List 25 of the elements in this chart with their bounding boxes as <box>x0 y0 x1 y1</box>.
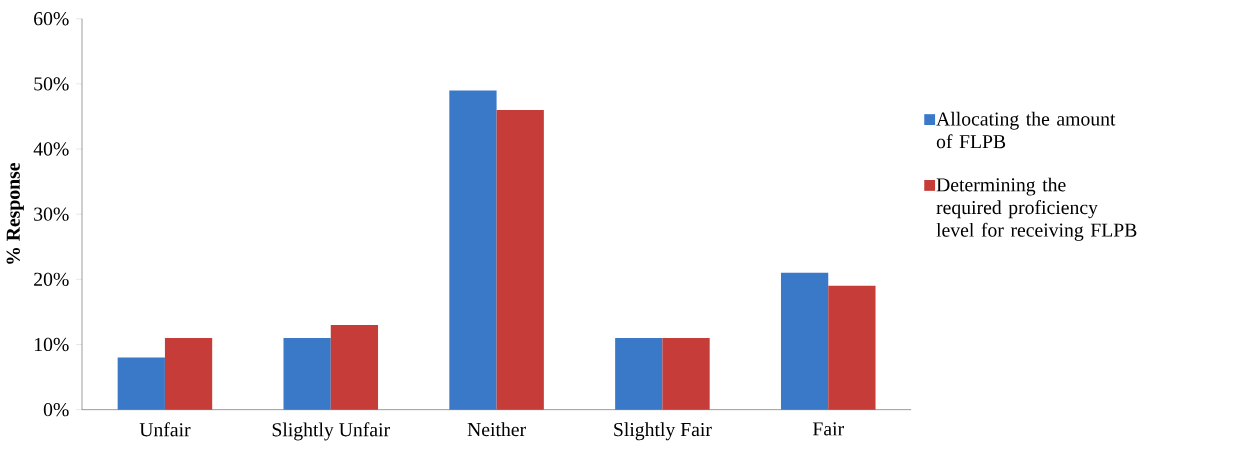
y-tick-label: 50% <box>34 77 69 91</box>
bar <box>449 90 497 410</box>
x-tick-label: Slightly Unfair <box>272 422 390 441</box>
bar <box>496 110 544 410</box>
bar <box>283 338 331 410</box>
legend-label: Determining the required proficiency level for receiving FLPB <box>936 177 1137 241</box>
y-tick-label: 60% <box>34 12 69 26</box>
x-tick-label: Unfair <box>139 422 191 437</box>
bar <box>117 357 165 410</box>
y-tick-label: 10% <box>34 337 69 352</box>
y-axis-title: % Response <box>6 163 24 264</box>
x-tick-label: Fair <box>812 422 844 436</box>
y-tick-label: 30% <box>34 207 69 221</box>
x-tick-label: Neither <box>467 422 526 437</box>
legend-label: Allocating the amount of FLPB <box>936 111 1116 149</box>
bar <box>615 338 663 410</box>
bar <box>662 338 710 410</box>
bar <box>164 338 213 410</box>
y-tick-label: 40% <box>33 142 69 156</box>
bar <box>780 272 829 410</box>
y-tick-label: 0% <box>43 403 69 417</box>
x-tick-label: Slightly Fair <box>614 422 712 441</box>
bar <box>330 325 379 410</box>
y-tick-label: 20% <box>34 272 69 287</box>
bar <box>828 285 876 410</box>
